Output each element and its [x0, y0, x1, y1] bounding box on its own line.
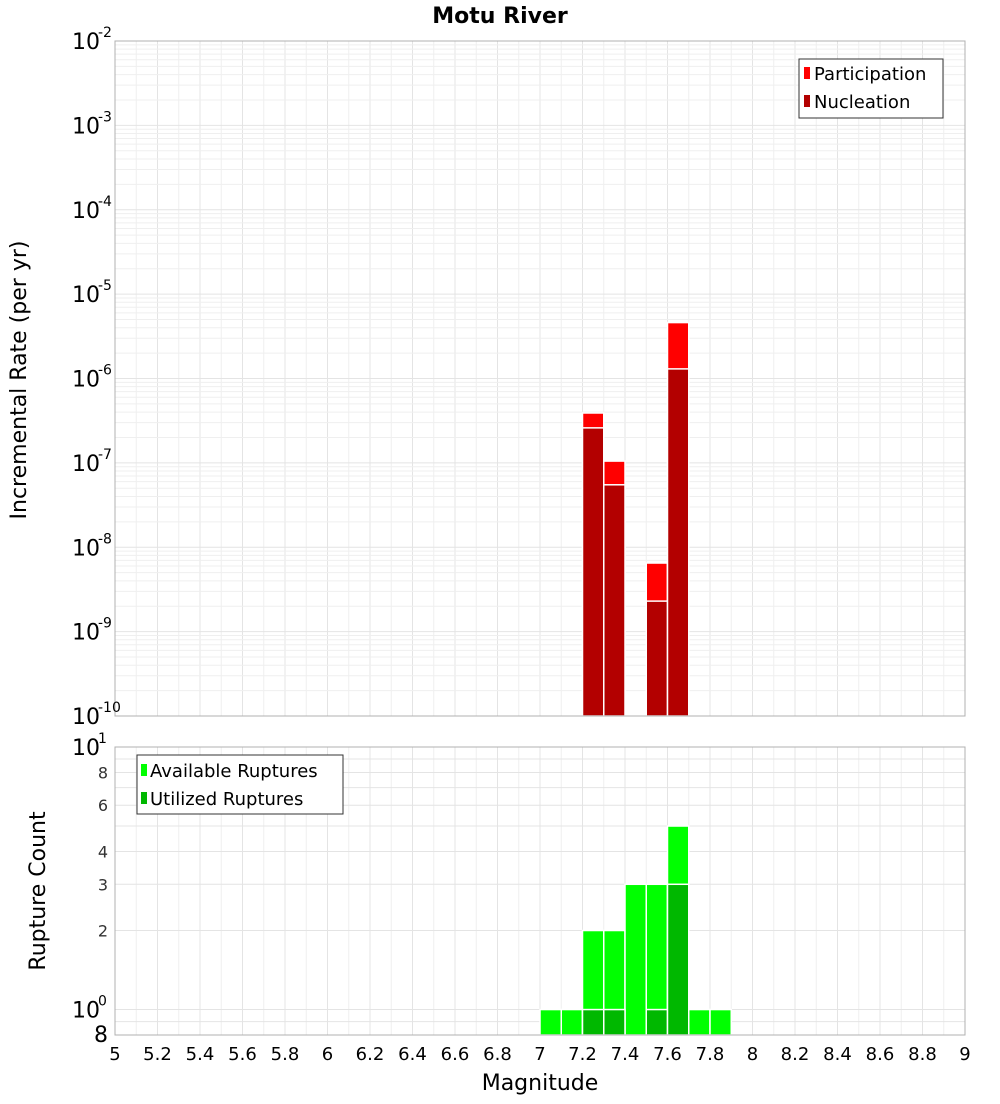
rate-y-tick-exponent: -8 — [98, 531, 112, 547]
magnitude-x-tick-label: 6 — [322, 1044, 333, 1065]
magnitude-x-tick-label: 5.8 — [271, 1044, 300, 1065]
participation-legend-label: Participation — [814, 64, 926, 85]
rate-y-tick-exponent: -4 — [98, 194, 112, 210]
nucleation-bar — [666, 368, 690, 717]
count-y-minor-tick-label: 3 — [98, 875, 108, 894]
magnitude-x-tick-label: 7.6 — [653, 1044, 682, 1065]
rate-y-tick: 10-8 — [72, 531, 112, 561]
rate-y-tick: 10-10 — [72, 700, 121, 730]
rate-y-tick: 10-2 — [72, 25, 112, 55]
available-legend-label: Available Ruptures — [150, 761, 318, 782]
rate-y-tick-exponent: -7 — [98, 447, 112, 463]
magnitude-x-tick-label: 8 — [747, 1044, 758, 1065]
count-y-major-tick: 100 — [72, 994, 107, 1024]
rate-y-tick-exponent: -5 — [98, 278, 112, 294]
magnitude-x-axis-label: Magnitude — [482, 1071, 599, 1096]
magnitude-x-tick-label: 6.2 — [356, 1044, 385, 1065]
nucleation-bar — [581, 427, 605, 717]
nucleation-bar — [645, 600, 669, 717]
count-plot-border — [114, 746, 966, 1036]
utilized-ruptures-bar — [581, 1008, 605, 1036]
rate-y-tick: 10-7 — [72, 447, 112, 477]
magnitude-x-tick-label: 6.6 — [441, 1044, 470, 1065]
magnitude-x-tick-label: 7.4 — [611, 1044, 640, 1065]
rate-y-tick: 10-5 — [72, 278, 112, 308]
count-legend-box — [136, 754, 344, 815]
rate-y-tick-base: 10 — [72, 199, 100, 224]
rate-y-axis-label: Incremental Rate (per yr) — [7, 241, 32, 520]
rate-y-tick: 10-6 — [72, 363, 112, 393]
rate-y-tick-exponent: -2 — [98, 25, 112, 41]
magnitude-x-tick-label: 8.2 — [781, 1044, 810, 1065]
rate-y-tick-base: 10 — [72, 536, 100, 561]
count-y-minor-tick-label: 8 — [98, 763, 108, 782]
count-y-minor-tick-label: 4 — [98, 842, 108, 861]
participation-legend-swatch — [804, 67, 810, 79]
rate-y-tick-base: 10 — [72, 621, 100, 646]
rate-legend-box — [798, 58, 944, 119]
magnitude-x-tick-label: 8.8 — [908, 1044, 937, 1065]
utilized-legend-label: Utilized Ruptures — [150, 789, 303, 810]
rate-legend: Participation Nucleation — [798, 58, 944, 119]
chart-title: Motu River — [432, 4, 568, 29]
rate-plot-border — [114, 40, 966, 717]
count-y-axis-label: Rupture Count — [26, 811, 51, 971]
magnitude-x-tick-label: 8.6 — [866, 1044, 895, 1065]
count-y-minor-tick-label: 2 — [98, 922, 108, 941]
utilized-ruptures-bar — [603, 1008, 626, 1036]
utilized-ruptures-bar — [645, 1008, 669, 1036]
rate-y-tick-base: 10 — [72, 368, 100, 393]
nucleation-legend-swatch — [804, 95, 810, 107]
count-y-minor-tick-label: 6 — [98, 796, 108, 815]
available-ruptures-bar — [560, 1008, 584, 1036]
rate-y-tick-base: 10 — [72, 114, 100, 139]
count-y-tick-exponent: 1 — [98, 731, 107, 747]
rate-y-tick-exponent: -10 — [98, 700, 121, 716]
magnitude-x-tick-label: 5.6 — [228, 1044, 257, 1065]
rate-y-tick: 10-3 — [72, 109, 112, 139]
rate-y-tick-base: 10 — [72, 283, 100, 308]
rate-y-tick-exponent: -3 — [98, 109, 112, 125]
rate-y-tick: 10-4 — [72, 194, 112, 224]
count-y-major-tick: 101 — [72, 731, 107, 761]
rate-y-tick: 10-9 — [72, 616, 112, 646]
count-legend: Available Ruptures Utilized Ruptures — [136, 754, 344, 815]
nucleation-bar — [603, 484, 626, 717]
magnitude-x-tick-label: 8.4 — [823, 1044, 852, 1065]
nucleation-legend-label: Nucleation — [814, 92, 910, 113]
available-ruptures-bar — [539, 1008, 562, 1036]
rate-y-tick-base: 10 — [72, 705, 100, 730]
magnitude-x-tick-label: 6.4 — [398, 1044, 427, 1065]
magnitude-x-tick-label: 5 — [109, 1044, 120, 1065]
count-y-tick-exponent: 0 — [98, 994, 107, 1010]
magnitude-x-tick-label: 5.4 — [186, 1044, 215, 1065]
rate-y-tick-base: 10 — [72, 452, 100, 477]
rate-y-tick-exponent: -9 — [98, 616, 112, 632]
count-y-minor-tick-label: 8 — [94, 1023, 108, 1048]
rate-y-tick-exponent: -6 — [98, 363, 112, 379]
available-ruptures-bar — [624, 883, 647, 1036]
available-legend-swatch — [141, 764, 147, 776]
available-ruptures-bar — [688, 1008, 711, 1036]
magnitude-x-ticks: 5 5.2 5.4 5.6 5.8 6 6.2 6.4 6.6 6.8 7 7.2 7.4 7.6 7.8 8… — [109, 1044, 970, 1065]
utilized-legend-swatch — [141, 792, 147, 804]
count-bars — [539, 825, 732, 1036]
available-ruptures-bar — [709, 1008, 732, 1036]
magnitude-x-tick-label: 7 — [534, 1044, 545, 1065]
count-y-tick-base: 10 — [72, 999, 100, 1024]
magnitude-x-tick-label: 7.2 — [568, 1044, 597, 1065]
count-y-tick-base: 10 — [72, 736, 100, 761]
magnitude-x-tick-label: 5.2 — [143, 1044, 172, 1065]
utilized-ruptures-bar — [666, 883, 690, 1036]
rate-gridlines — [114, 41, 966, 717]
magnitude-x-tick-label: 6.8 — [483, 1044, 512, 1065]
rate-y-tick-base: 10 — [72, 30, 100, 55]
magnitude-x-tick-label: 9 — [959, 1044, 970, 1065]
magnitude-x-tick-label: 7.8 — [696, 1044, 725, 1065]
